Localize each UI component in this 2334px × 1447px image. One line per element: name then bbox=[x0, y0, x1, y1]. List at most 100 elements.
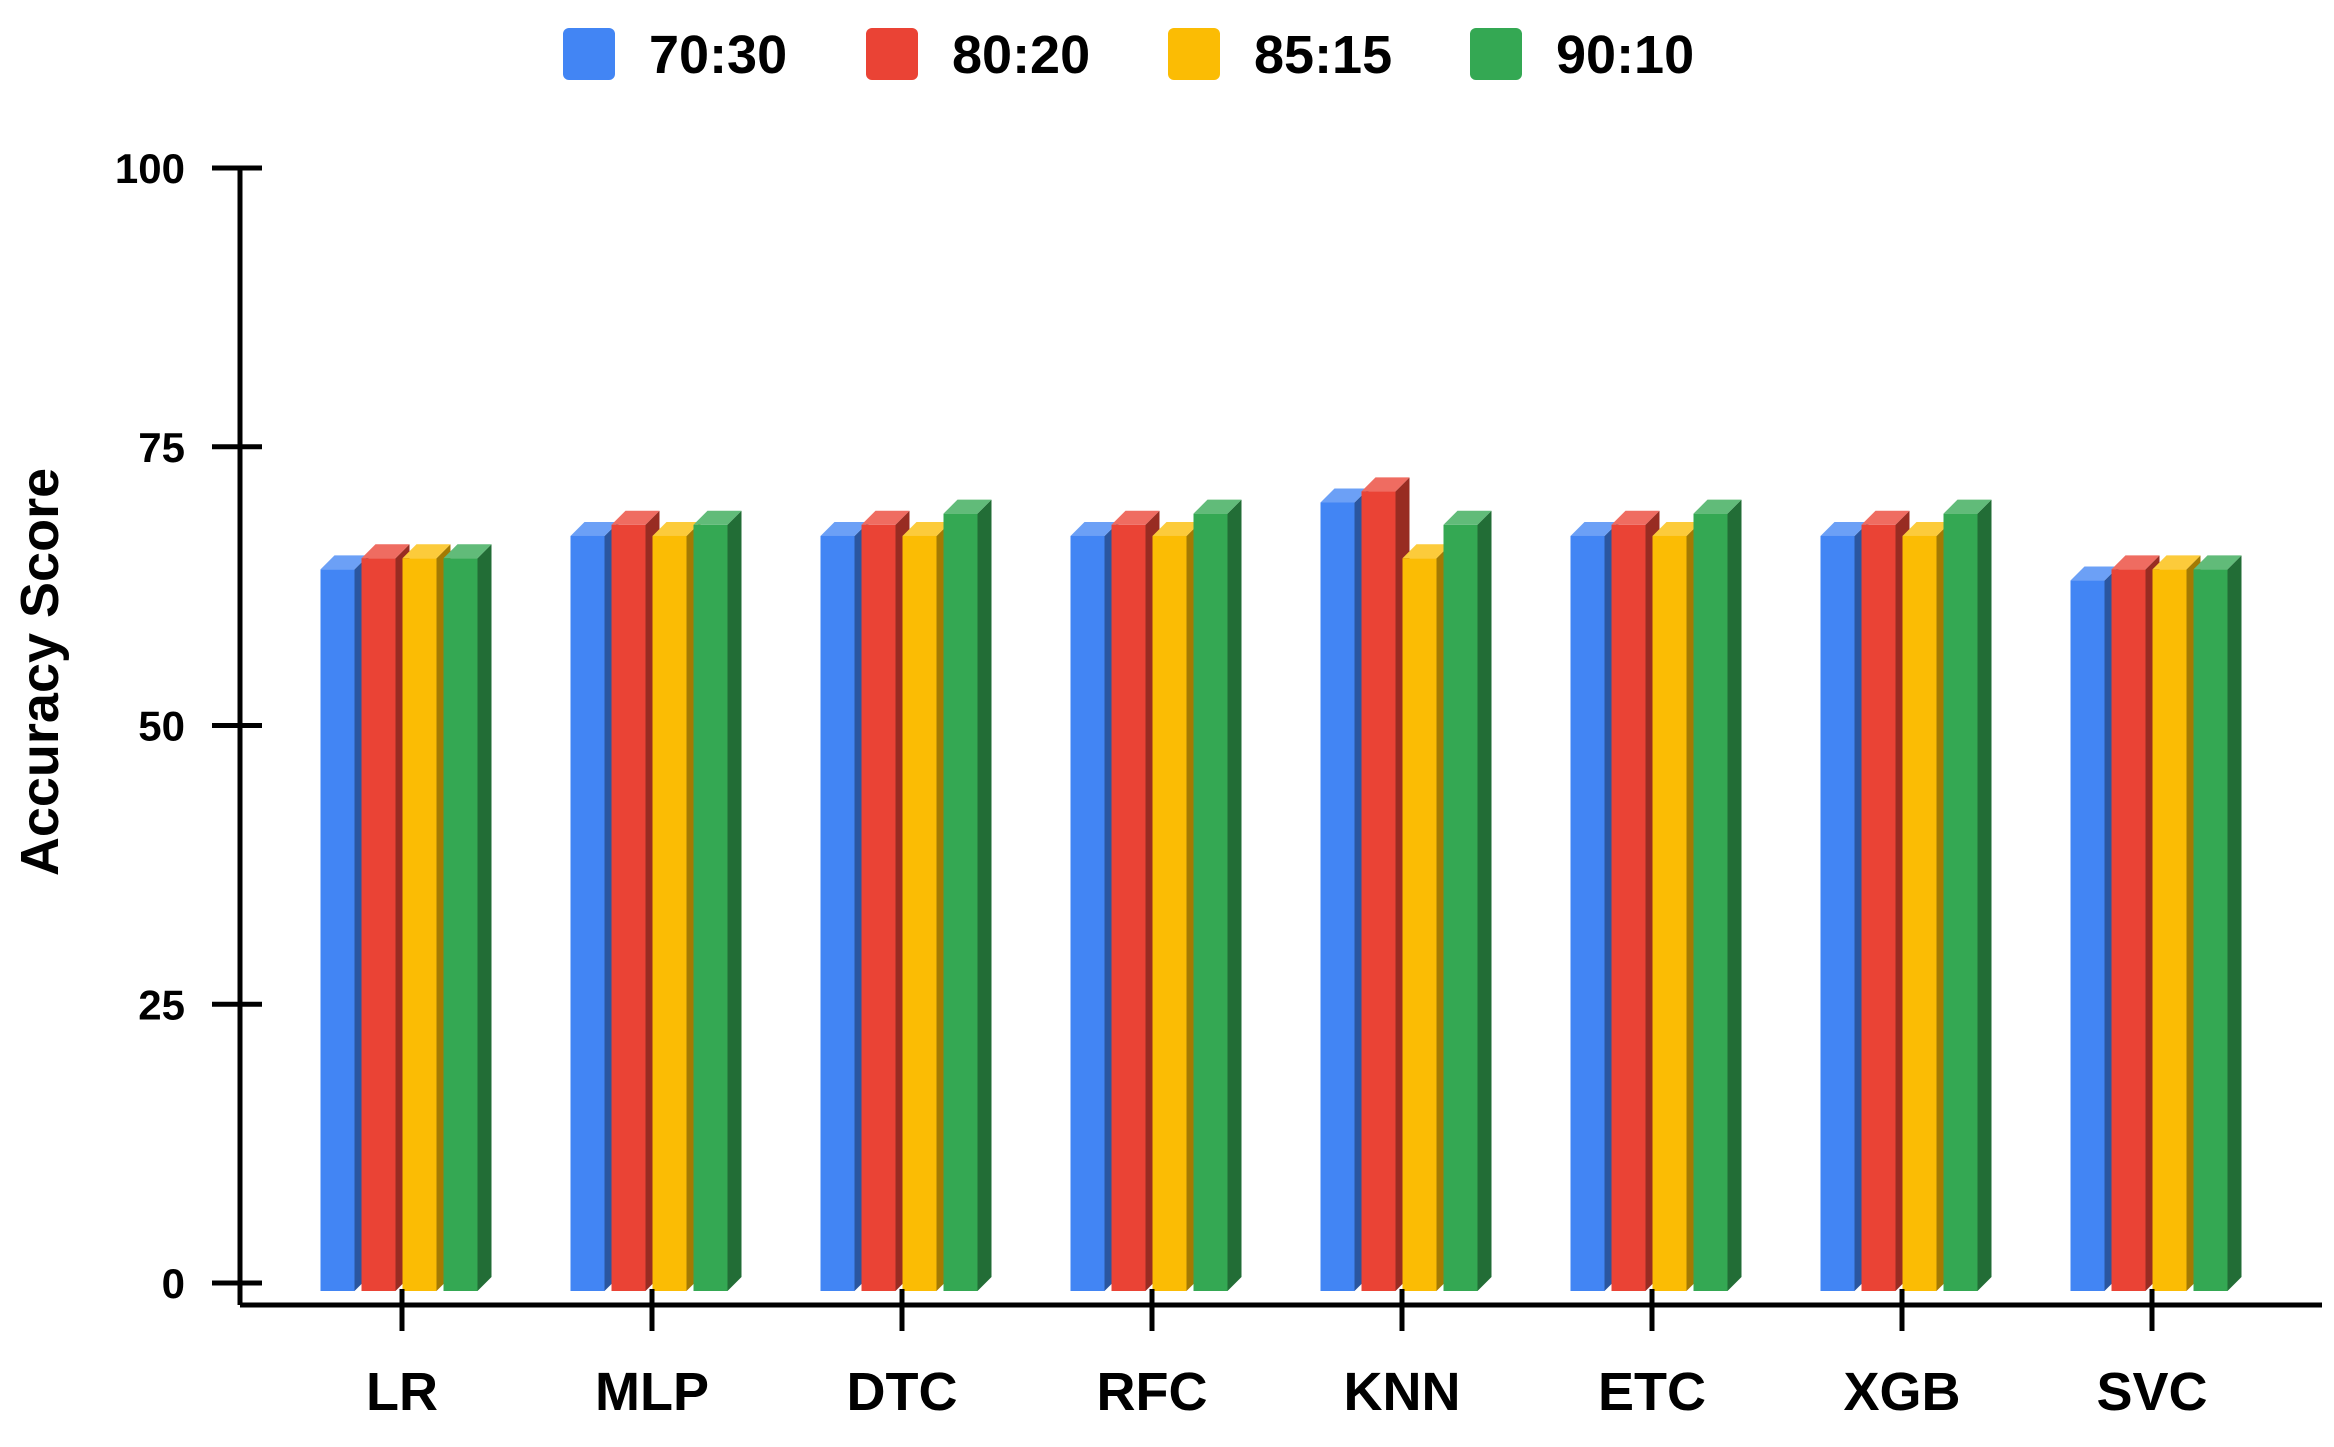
bar-top bbox=[820, 521, 869, 536]
x-tick-label: KNN bbox=[1344, 1362, 1461, 1422]
bar-front bbox=[570, 535, 605, 1291]
bar-top bbox=[861, 510, 910, 525]
bar-top bbox=[1111, 510, 1160, 525]
legend-label: 85:15 bbox=[1254, 25, 1392, 85]
bar bbox=[2152, 555, 2201, 1291]
bar-top bbox=[2070, 566, 2119, 581]
bar-front bbox=[1070, 535, 1105, 1291]
bar-front bbox=[2111, 569, 2146, 1291]
legend-swatch bbox=[563, 28, 615, 80]
bar-side bbox=[727, 510, 742, 1291]
bar-top bbox=[1402, 544, 1451, 559]
bar bbox=[1902, 521, 1951, 1291]
bar bbox=[1111, 510, 1160, 1291]
y-tick-label: 25 bbox=[138, 981, 185, 1028]
bar-front bbox=[1570, 535, 1605, 1291]
bar bbox=[1611, 510, 1660, 1291]
bar bbox=[1193, 499, 1242, 1291]
bar-front bbox=[1361, 491, 1396, 1292]
bar bbox=[861, 510, 910, 1291]
legend-swatch bbox=[1168, 28, 1220, 80]
bar-top bbox=[1320, 488, 1369, 503]
bar-front bbox=[361, 558, 396, 1291]
bar-front bbox=[1193, 513, 1228, 1291]
bar-side bbox=[977, 499, 992, 1291]
bar-front bbox=[1902, 535, 1937, 1291]
legend-label: 90:10 bbox=[1556, 25, 1694, 85]
bar bbox=[1652, 521, 1701, 1291]
bar-top bbox=[2152, 555, 2201, 570]
bar-front bbox=[943, 513, 978, 1291]
legend-item: 85:15 bbox=[1168, 25, 1392, 85]
x-tick-label: LR bbox=[366, 1362, 438, 1422]
bar bbox=[1152, 521, 1201, 1291]
bar bbox=[1361, 477, 1410, 1292]
bar-top bbox=[402, 544, 451, 559]
bars bbox=[320, 477, 2242, 1292]
legend-swatch bbox=[866, 28, 918, 80]
x-tick-label: MLP bbox=[595, 1362, 709, 1422]
bar-top bbox=[1193, 499, 1242, 514]
bar-side bbox=[1227, 499, 1242, 1291]
y-tick-label: 75 bbox=[138, 424, 185, 471]
bar bbox=[2070, 566, 2119, 1291]
bar bbox=[320, 555, 369, 1291]
bar-side bbox=[2227, 555, 2242, 1291]
bar-top bbox=[1652, 521, 1701, 536]
bar-front bbox=[1820, 535, 1855, 1291]
bar-front bbox=[2070, 580, 2105, 1291]
bar bbox=[2193, 555, 2242, 1291]
bar-top bbox=[1693, 499, 1742, 514]
bar-top bbox=[361, 544, 410, 559]
bar bbox=[443, 544, 492, 1291]
bar bbox=[902, 521, 951, 1291]
legend-label: 80:20 bbox=[952, 25, 1090, 85]
bar-front bbox=[1443, 524, 1478, 1291]
bar-top bbox=[1943, 499, 1992, 514]
bar-front bbox=[1611, 524, 1646, 1291]
bar-top bbox=[1152, 521, 1201, 536]
bar bbox=[1443, 510, 1492, 1291]
x-tick-label: RFC bbox=[1097, 1362, 1208, 1422]
bar-top bbox=[1611, 510, 1660, 525]
bar bbox=[570, 521, 619, 1291]
legend-item: 80:20 bbox=[866, 25, 1090, 85]
bar-top bbox=[611, 510, 660, 525]
bar-front bbox=[1652, 535, 1687, 1291]
bar bbox=[1070, 521, 1119, 1291]
bar-top bbox=[1902, 521, 1951, 536]
bar-top bbox=[1361, 477, 1410, 492]
legend: 70:30 80:20 85:15 90:10 bbox=[563, 25, 1694, 85]
x-tick-label: SVC bbox=[2096, 1362, 2207, 1422]
x-tick-label: ETC bbox=[1598, 1362, 1706, 1422]
bar-front bbox=[320, 569, 355, 1291]
bar-front bbox=[1320, 502, 1355, 1291]
x-tick-label: XGB bbox=[1843, 1362, 1960, 1422]
bar bbox=[1820, 521, 1869, 1291]
bar-front bbox=[1152, 535, 1187, 1291]
bar-front bbox=[1861, 524, 1896, 1291]
bar-top bbox=[943, 499, 992, 514]
x-tick-label: DTC bbox=[847, 1362, 958, 1422]
bar-top bbox=[652, 521, 701, 536]
bar-top bbox=[693, 510, 742, 525]
bar-side bbox=[1727, 499, 1742, 1291]
bar-top bbox=[570, 521, 619, 536]
bar-top bbox=[320, 555, 369, 570]
legend-swatch bbox=[1470, 28, 1522, 80]
x-axis: LR MLP DTC RFC KNN ETC XGB SVC bbox=[240, 1289, 2322, 1422]
bar-side bbox=[1977, 499, 1992, 1291]
bar bbox=[1402, 544, 1451, 1291]
bar bbox=[1320, 488, 1369, 1291]
bar bbox=[2111, 555, 2160, 1291]
bar-top bbox=[2111, 555, 2160, 570]
bar-front bbox=[1111, 524, 1146, 1291]
bar-front bbox=[2193, 569, 2228, 1291]
bar-side bbox=[1477, 510, 1492, 1291]
bar bbox=[1693, 499, 1742, 1291]
bar bbox=[361, 544, 410, 1291]
bar-front bbox=[1402, 558, 1437, 1291]
bar-front bbox=[2152, 569, 2187, 1291]
